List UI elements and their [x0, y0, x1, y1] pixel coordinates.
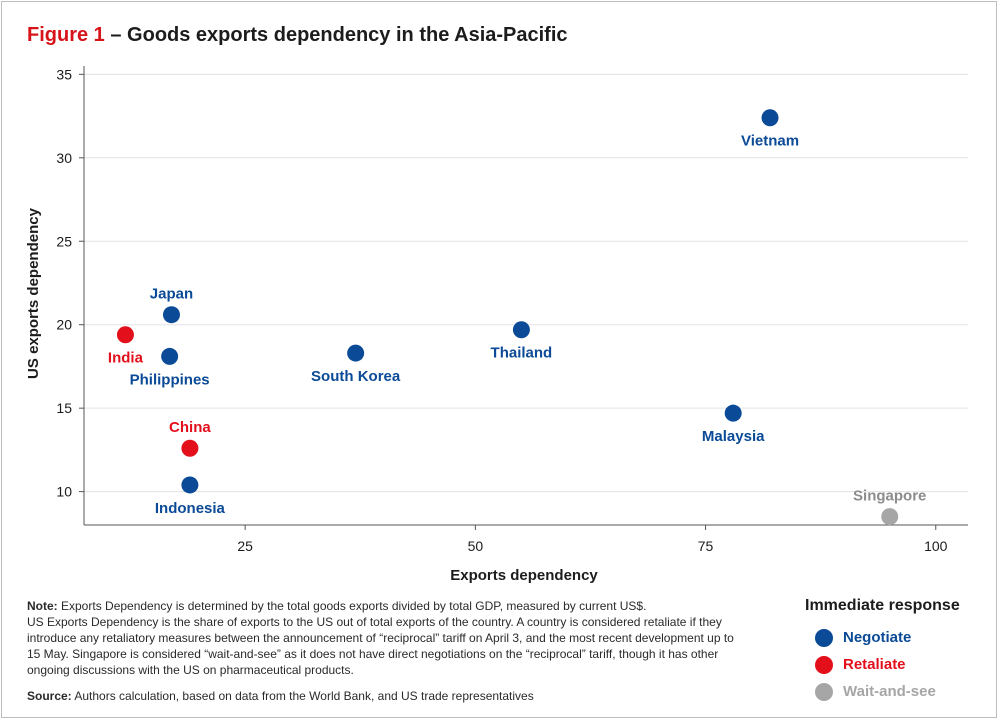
notes-block: Note: Exports Dependency is determined b… — [27, 598, 737, 704]
legend-label-negotiate: Negotiate — [843, 629, 912, 646]
x-tick-label: 75 — [698, 538, 714, 554]
y-axis-title: US exports dependency — [25, 207, 42, 379]
point-label-malaysia: Malaysia — [702, 428, 765, 445]
legend-label-retaliate: Retaliate — [843, 656, 906, 673]
point-singapore — [881, 508, 899, 526]
legend-marker-negotiate — [815, 628, 833, 647]
x-tick-label: 100 — [924, 538, 948, 554]
point-philippines — [161, 347, 179, 365]
y-tick-label: 20 — [56, 317, 72, 333]
point-label-china: China — [169, 419, 211, 436]
figure-title-text: – Goods exports dependency in the Asia-P… — [110, 24, 568, 46]
legend: Immediate response Negotiate Retaliate W… — [805, 597, 990, 705]
note-paragraph-2: US Exports Dependency is the share of ex… — [27, 615, 734, 677]
x-tick-label: 50 — [468, 538, 484, 554]
legend-item-negotiate: Negotiate — [805, 624, 990, 651]
legend-title: Immediate response — [805, 597, 960, 614]
gridlines — [84, 73, 968, 493]
tick-labels: 10 15 20 25 30 35 25 50 75 100 — [56, 66, 947, 554]
point-label-philippines: Philippines — [130, 371, 210, 388]
legend-label-wait-and-see: Wait-and-see — [843, 683, 936, 700]
legend-item-retaliate: Retaliate — [805, 651, 990, 678]
point-india — [116, 326, 134, 344]
source-label: Source: — [27, 689, 72, 703]
point-thailand — [512, 321, 530, 339]
x-axis-title: Exports dependency — [450, 567, 598, 584]
point-label-japan: Japan — [150, 286, 193, 303]
point-japan — [162, 306, 180, 324]
y-tick-label: 35 — [56, 66, 72, 82]
point-label-india: India — [108, 350, 144, 367]
source-text: Authors calculation, based on data from … — [71, 689, 534, 703]
x-tick-label: 25 — [237, 538, 253, 554]
scatter-chart: 10 15 20 25 30 35 25 50 75 100 Exports dependency… — [25, 66, 968, 584]
note-paragraph: Note: Exports Dependency is determined b… — [27, 598, 737, 614]
point-label-south-korea: South Korea — [311, 368, 401, 385]
y-tick-label: 15 — [56, 400, 72, 416]
point-south-korea — [347, 344, 365, 362]
point-label-thailand: Thailand — [491, 345, 553, 362]
figure-title: Figure 1 – Goods exports dependency in t… — [27, 24, 568, 47]
legend-marker-retaliate — [815, 655, 833, 674]
y-tick-label: 25 — [56, 233, 72, 249]
point-label-indonesia: Indonesia — [155, 500, 226, 517]
point-vietnam — [761, 109, 779, 127]
point-malaysia — [724, 404, 742, 422]
source-paragraph: Source: Authors calculation, based on da… — [27, 688, 737, 704]
y-tick-label: 10 — [56, 484, 72, 500]
point-label-singapore: Singapore — [853, 488, 926, 505]
axes — [83, 66, 968, 526]
point-china — [181, 439, 199, 457]
point-label-vietnam: Vietnam — [741, 133, 799, 150]
note-text: Exports Dependency is determined by the … — [57, 599, 647, 613]
note-label: Note: — [27, 599, 58, 613]
data-points: Vietnam Japan India Philippines South Korea T… — [108, 109, 926, 526]
y-tick-label: 30 — [56, 150, 72, 166]
point-indonesia — [181, 476, 199, 494]
figure-number: Figure 1 — [27, 24, 105, 46]
legend-marker-wait-and-see — [815, 682, 833, 701]
legend-item-wait-and-see: Wait-and-see — [805, 678, 990, 705]
